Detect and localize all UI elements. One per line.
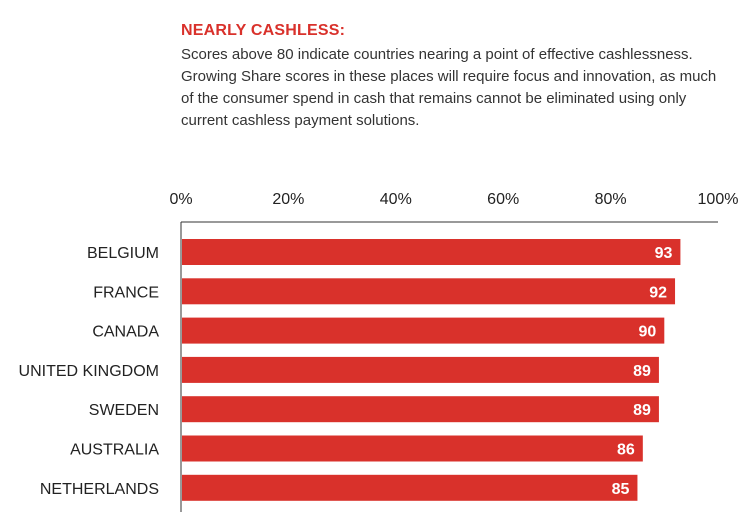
value-label: 92 (649, 284, 667, 301)
bar (182, 356, 659, 383)
x-axis-ticks: 0% 20% 40% 60% 80% 100% (169, 191, 738, 208)
bar (182, 435, 643, 462)
x-tick-label: 60% (487, 191, 519, 208)
bar (182, 474, 638, 501)
bar (182, 317, 665, 344)
category-label: CANADA (92, 324, 159, 341)
x-tick-label: 100% (698, 191, 739, 208)
value-label: 85 (612, 481, 630, 498)
bar (182, 396, 659, 423)
bar (182, 239, 681, 265)
value-label: 90 (639, 324, 657, 341)
x-tick-label: 80% (595, 191, 627, 208)
bar (182, 278, 676, 305)
category-label: SWEDEN (89, 402, 159, 419)
chart-title: NEARLY CASHLESS: (181, 22, 346, 39)
category-label: NETHERLANDS (40, 481, 159, 498)
category-label: AUSTRALIA (70, 442, 159, 459)
x-tick-label: 20% (272, 191, 304, 208)
value-label: 89 (633, 402, 651, 419)
category-label: BELGIUM (87, 245, 159, 262)
value-labels: 93 92 90 89 89 86 85 (612, 245, 673, 498)
category-label: FRANCE (93, 284, 159, 301)
x-tick-label: 40% (380, 191, 412, 208)
category-labels: BELGIUM FRANCE CANADA UNITED KINGDOM SWEDEN A… (19, 245, 160, 498)
category-label: UNITED KINGDOM (19, 363, 159, 380)
x-tick-label: 0% (169, 191, 192, 208)
value-label: 89 (633, 363, 651, 380)
chart-subtitle: Scores above 80 indicate countries neari… (181, 46, 717, 129)
value-label: 93 (655, 245, 673, 262)
value-label: 86 (617, 442, 635, 459)
bars (182, 239, 681, 501)
